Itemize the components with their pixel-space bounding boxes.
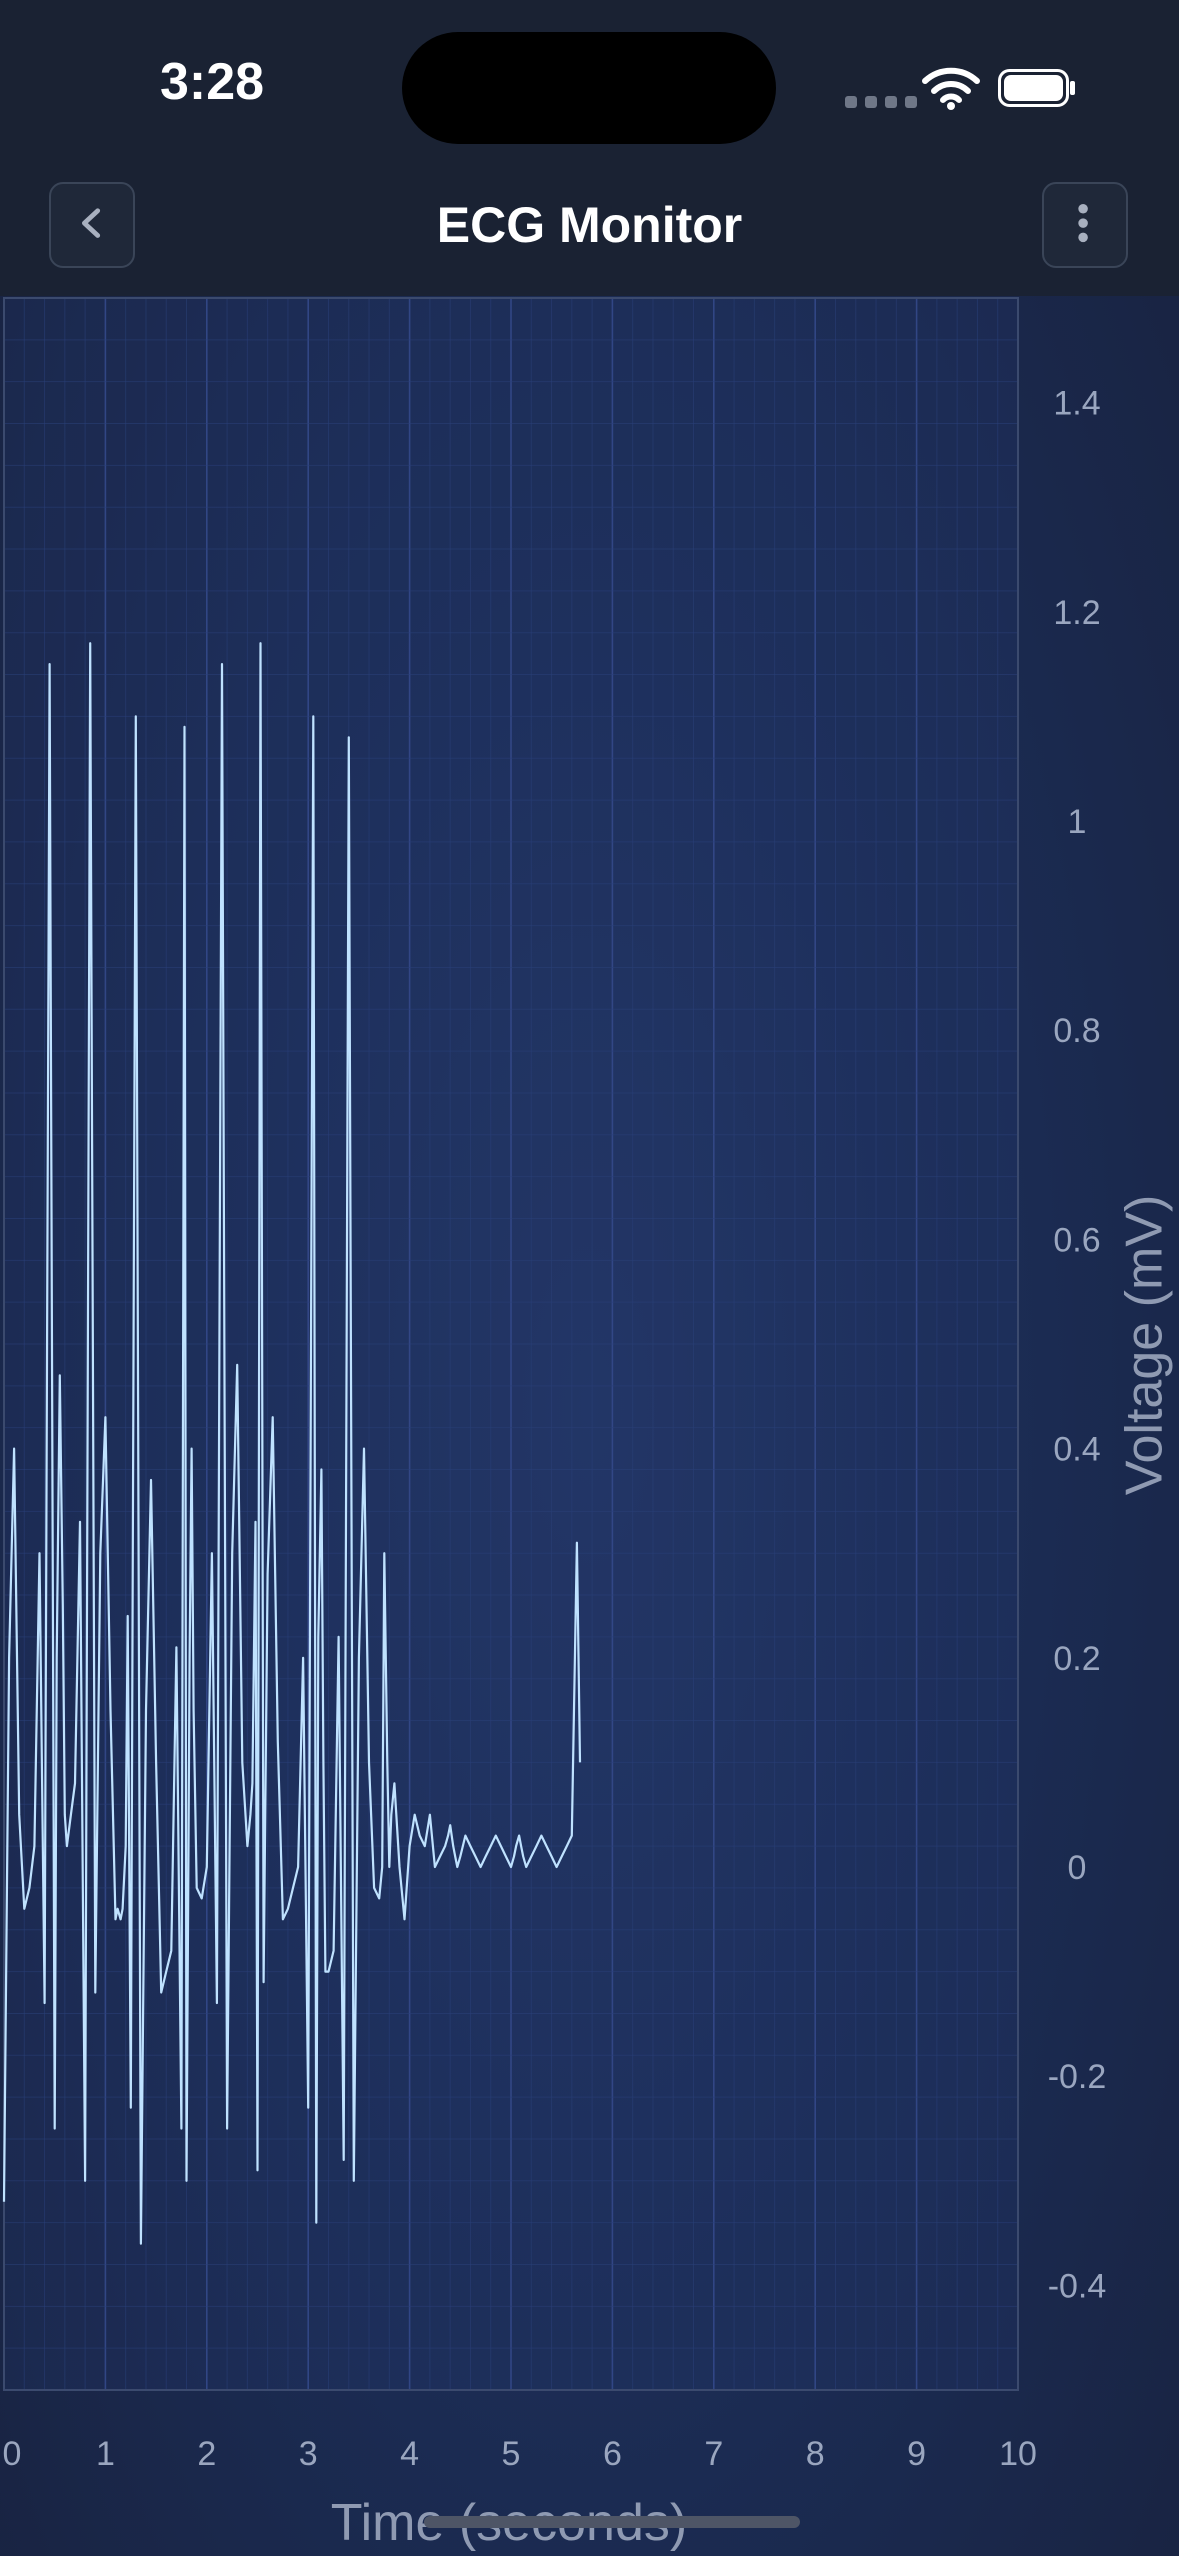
x-tick-label: 4 <box>400 2435 419 2473</box>
y-tick-label: 1.2 <box>1053 594 1100 632</box>
y-tick-label: 0.6 <box>1053 1221 1100 1259</box>
wifi-icon <box>922 67 980 110</box>
cellular-signal-icon <box>845 96 927 108</box>
x-tick-label: 8 <box>806 2435 825 2473</box>
x-tick-label: 9 <box>907 2435 926 2473</box>
y-tick-label: 0 <box>1068 1849 1087 1887</box>
x-tick-label: 2 <box>197 2435 216 2473</box>
page-title: ECG Monitor <box>436 197 743 253</box>
y-tick-label: 0.4 <box>1053 1431 1100 1469</box>
x-tick-label: 3 <box>299 2435 318 2473</box>
back-button[interactable] <box>49 182 135 268</box>
y-tick-label: -0.2 <box>1048 2058 1107 2096</box>
app-header: 3:28 ECG Monitor <box>0 0 1179 296</box>
y-tick-label: -0.4 <box>1048 2267 1107 2305</box>
battery-icon <box>998 69 1075 107</box>
home-indicator <box>424 2516 800 2528</box>
x-tick-label: 1 <box>96 2435 115 2473</box>
x-axis-ticks: 0 1 2 3 4 5 6 7 8 9 10 <box>3 2435 1037 2473</box>
y-tick-label: 0.2 <box>1053 1640 1100 1678</box>
y-axis-label: Voltage (mV) <box>1116 1195 1174 1496</box>
x-tick-label: 7 <box>704 2435 723 2473</box>
dynamic-island <box>402 32 776 144</box>
x-tick-label: 0 <box>3 2435 22 2473</box>
y-tick-label: 0.8 <box>1053 1012 1100 1050</box>
ecg-chart[interactable]: 0 1 2 3 4 5 6 7 8 9 10 -0.4 -0.2 0 0.2 0.4 0.6 0.8 1 1.2 1.… <box>0 296 1179 2556</box>
y-tick-label: 1.4 <box>1053 385 1100 423</box>
status-time: 3:28 <box>160 53 265 111</box>
x-tick-label: 6 <box>603 2435 622 2473</box>
more-vertical-icon <box>1078 204 1088 243</box>
y-tick-label: 1 <box>1068 803 1087 841</box>
x-tick-label: 10 <box>999 2435 1037 2473</box>
x-tick-label: 5 <box>502 2435 521 2473</box>
chevron-left-icon <box>81 208 101 238</box>
ecg-trace-line <box>2 642 582 2245</box>
plot-border <box>3 297 1019 2391</box>
more-options-button[interactable] <box>1042 182 1128 268</box>
y-axis-ticks: -0.4 -0.2 0 0.2 0.4 0.6 0.8 1 1.2 1.4 <box>1048 385 1107 2306</box>
